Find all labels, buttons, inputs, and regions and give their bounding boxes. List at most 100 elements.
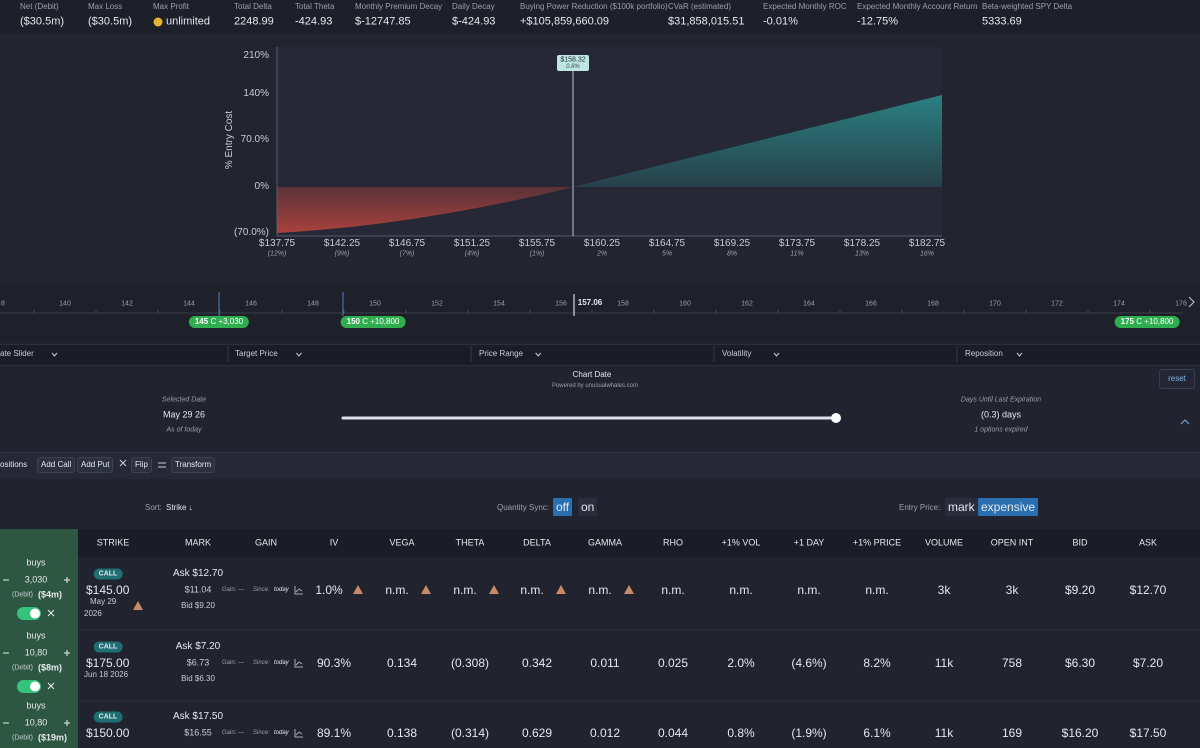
- collapse[interactable]: [1180, 419, 1190, 425]
- toolbar-button[interactable]: Transform: [171, 457, 216, 473]
- leg-badge[interactable]: 150 C +10,800: [340, 316, 406, 328]
- column-header: BID: [1072, 537, 1088, 548]
- sort-value[interactable]: Strike ↓: [166, 503, 193, 512]
- since-label: Since:: [253, 660, 270, 666]
- quantity[interactable]: 10,80: [24, 717, 48, 728]
- section-title: Chart Date: [572, 370, 612, 379]
- warning-icon: [556, 585, 566, 594]
- stat-value: +$105,859,660.09: [520, 15, 610, 28]
- option-type: CALL: [93, 641, 123, 653]
- cell: n.m.: [588, 583, 612, 597]
- tab[interactable]: Reposition: [965, 349, 1003, 358]
- date-slider-handle[interactable]: [831, 413, 841, 423]
- cell: 90.3%: [316, 656, 352, 670]
- entry-mark[interactable]: mark: [945, 498, 978, 516]
- y-tick-label: (70.0%): [233, 227, 269, 238]
- mini-chart-icon: [294, 586, 303, 595]
- price-tick: 8: [1, 300, 5, 308]
- x-tick-label: $182.75: [908, 238, 946, 249]
- x-tick-pct: (4%): [464, 250, 480, 258]
- tab[interactable]: Target Price: [235, 349, 278, 358]
- price-tick: 174: [1113, 300, 1125, 308]
- stat-value: 2248.99: [234, 15, 274, 28]
- x-tick-pct: 2%: [596, 250, 608, 258]
- column-header: VOLUME: [924, 537, 964, 548]
- stat-value: unlimited: [166, 15, 211, 28]
- price-tick: 152: [431, 300, 443, 308]
- cell: n.m.: [729, 583, 753, 597]
- table-header: [78, 529, 1200, 557]
- scroll-right[interactable]: [1183, 290, 1200, 314]
- x-tick-label: $164.75: [648, 238, 686, 249]
- price-tick: 154: [493, 300, 505, 308]
- column-header: STRIKE: [96, 537, 130, 548]
- sync-on[interactable]: on: [578, 498, 598, 516]
- transform-icon: [158, 462, 166, 468]
- column-header: MARK: [184, 537, 212, 548]
- y-tick-label: 140%: [243, 88, 269, 99]
- since-label: Since:: [253, 587, 270, 593]
- tab[interactable]: Price Range: [479, 349, 524, 358]
- y-tick-label: 0%: [254, 181, 269, 192]
- chevron-right[interactable]: [1188, 296, 1195, 308]
- stat-value: 5333.69: [982, 15, 1022, 28]
- cell: n.m.: [661, 583, 685, 597]
- tab[interactable]: Volatility: [722, 349, 752, 358]
- x-tick-pct: (12%): [267, 250, 287, 258]
- x-tick-pct: 8%: [726, 250, 738, 258]
- entry-expensive[interactable]: expensive: [978, 498, 1039, 516]
- price-tick: 146: [245, 300, 257, 308]
- tab[interactable]: ate Slider: [0, 349, 34, 358]
- current-price: 157.06: [575, 298, 605, 308]
- column-header: OPEN INT: [990, 537, 1034, 548]
- price-tick: 140: [59, 300, 71, 308]
- quantity[interactable]: 3,030: [24, 574, 48, 585]
- y-axis-label: % Entry Cost: [224, 110, 235, 170]
- mini-chart-icon: [294, 659, 303, 668]
- tab-chevron: [1016, 352, 1023, 357]
- x-tick-label: $178.25: [843, 238, 881, 249]
- sync-off[interactable]: off: [553, 498, 573, 516]
- leg-badge[interactable]: 145 C +3,030: [188, 316, 250, 328]
- column-header: +1 DAY: [793, 537, 825, 548]
- leg-strike: 175: [1120, 317, 1137, 326]
- warning-icon: [421, 585, 431, 594]
- cell: 89.1%: [316, 726, 352, 740]
- cell: n.m.: [520, 583, 544, 597]
- ask: Ask $17.50: [172, 711, 224, 722]
- cell: $7.20: [1132, 656, 1164, 670]
- side: buys: [26, 700, 46, 711]
- stat-value: -12.75%: [857, 15, 898, 28]
- toggle-knob: [30, 681, 40, 692]
- toolbar-button[interactable]: Add Call: [37, 457, 76, 473]
- quantity[interactable]: 10,80: [24, 647, 48, 658]
- since-value: today: [274, 660, 289, 666]
- strike: $175.00: [86, 656, 130, 670]
- x-tick-label: $160.25: [583, 238, 621, 249]
- toolbar-button[interactable]: Add Put: [77, 457, 114, 473]
- cell: 758: [1001, 656, 1023, 670]
- x-tick-pct: 16%: [919, 250, 935, 258]
- debit-amount: ($8m): [38, 662, 63, 673]
- option-type: CALL: [93, 568, 123, 580]
- mini-chart-icon: [294, 729, 303, 738]
- leg-detail: C +10,800: [362, 317, 400, 326]
- cell: (0.314): [450, 726, 490, 740]
- leg-strike: 145: [194, 317, 211, 326]
- leg-strike: 150: [346, 317, 363, 326]
- gain: Gain: —: [222, 730, 245, 736]
- x-tick-label: $169.25: [713, 238, 751, 249]
- since-value: today: [274, 730, 289, 736]
- reset-button[interactable]: reset: [1159, 369, 1195, 389]
- toolbar-button[interactable]: Flip: [131, 457, 152, 473]
- mark: $11.04: [184, 584, 212, 595]
- plus: [64, 720, 70, 726]
- x-tick-label: $151.25: [453, 238, 491, 249]
- price-tick: 156: [555, 300, 567, 308]
- leg-badge[interactable]: 175 C +10,800: [1114, 316, 1180, 328]
- bid: Bid $6.30: [181, 674, 215, 683]
- warning-icon: [353, 585, 363, 594]
- cell: n.m.: [385, 583, 409, 597]
- leg-detail: C +10,800: [1136, 317, 1174, 326]
- selected-date: May 29 26: [162, 409, 206, 420]
